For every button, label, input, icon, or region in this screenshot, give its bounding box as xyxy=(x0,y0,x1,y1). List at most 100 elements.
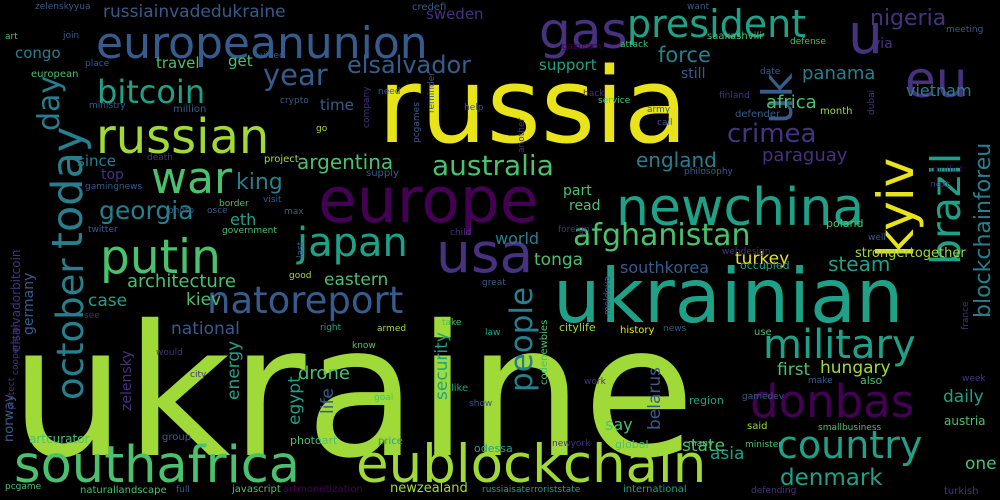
word-attack: attack xyxy=(620,40,649,50)
word-usa: usa xyxy=(436,221,533,285)
word-force: force xyxy=(658,43,711,67)
word-great: great xyxy=(482,278,506,288)
word-one: one xyxy=(965,454,997,474)
word-france: france xyxy=(961,301,971,330)
word-citylife: citylife xyxy=(559,321,596,334)
word-king: king xyxy=(236,170,283,195)
word-european: european xyxy=(31,69,78,80)
word-year: year xyxy=(263,58,328,92)
word-travel: travel xyxy=(156,54,200,72)
word-dubai: dubai xyxy=(867,90,877,115)
word-defending: defending xyxy=(751,486,796,496)
word-austria: austria xyxy=(944,414,986,428)
word-another: another xyxy=(517,118,527,153)
word-army: army xyxy=(647,105,671,115)
word-case: case xyxy=(88,291,127,311)
word-know: know xyxy=(352,341,376,351)
word-australia: australia xyxy=(432,149,554,182)
word-border: border xyxy=(219,199,249,209)
word-newzealand: newzealand xyxy=(390,481,468,496)
word-brazil: brazil xyxy=(922,153,970,265)
word-crypto: crypto xyxy=(280,96,309,106)
word-still: still xyxy=(681,66,705,82)
word-southkorea: southkorea xyxy=(620,258,709,277)
word-meeting: meeting xyxy=(946,25,983,35)
word-protect: protect xyxy=(7,377,17,410)
word-zelenskyyua: zelenskyyua xyxy=(35,2,90,12)
word-top: top xyxy=(101,167,124,183)
word-cooperation: cooperation xyxy=(11,321,21,375)
word-defense: defense xyxy=(790,37,826,47)
word-law: law xyxy=(485,328,500,338)
word-germany: germany xyxy=(21,273,37,335)
word-world: world xyxy=(495,229,539,248)
word-tonga: tonga xyxy=(534,250,583,270)
word-read: read xyxy=(569,198,601,214)
word-pcgames: pcgames xyxy=(412,102,422,143)
word-steam: steam xyxy=(828,252,890,276)
word-nigeria: nigeria xyxy=(870,6,946,31)
word-ukrainian: ukrainian xyxy=(553,252,903,340)
word-via: via xyxy=(872,36,893,52)
word-newchina: newchina xyxy=(616,178,864,238)
word-artcurator: artcurator xyxy=(29,432,90,446)
word-state: state xyxy=(682,436,725,456)
word-reminder: reminder xyxy=(427,72,437,113)
word-october: october xyxy=(49,258,92,400)
word-service: service xyxy=(598,96,631,106)
word-international: international xyxy=(623,484,687,495)
word-blockchainforeu: blockchainforeu xyxy=(971,143,996,318)
word-government: government xyxy=(222,226,277,236)
word-project: project xyxy=(264,154,299,165)
word-japan: japan xyxy=(296,220,408,266)
word-video: video xyxy=(260,51,285,61)
word-armed: armed xyxy=(377,324,406,334)
word-gazprom: gazprom xyxy=(562,42,601,52)
word-right: right xyxy=(320,323,342,333)
word-newyork: newyork xyxy=(552,439,591,449)
word-global: global xyxy=(615,438,649,451)
word-get: get xyxy=(228,52,253,70)
word-europeanunion: europeanunion xyxy=(96,18,428,69)
word-see: see xyxy=(84,311,100,321)
word-history: history xyxy=(620,325,654,336)
word-denmark: denmark xyxy=(780,465,883,491)
word-take: take xyxy=(442,318,462,328)
word-million: million xyxy=(173,104,206,115)
word-turkish: turkish xyxy=(944,486,979,497)
word-crimea: crimea xyxy=(727,119,816,149)
word-naturallandscape: naturallandscape xyxy=(80,485,167,496)
word-date: date xyxy=(760,67,781,77)
word-credefi: credefi xyxy=(412,2,446,13)
word-norway: norway xyxy=(2,394,17,442)
word-visit: visit xyxy=(263,195,282,205)
word-first: first xyxy=(777,360,811,380)
word-full: full xyxy=(176,485,190,495)
word-argentina: argentina xyxy=(297,150,393,174)
word-since: since xyxy=(77,152,116,170)
word-president: president xyxy=(627,2,806,46)
word-architecture: architecture xyxy=(127,271,236,292)
word-conflict: conflict xyxy=(930,165,963,175)
word-work: work xyxy=(584,377,607,387)
word-join: join xyxy=(62,31,79,41)
word-odessa: odessa xyxy=(474,442,513,455)
word-defender: defender xyxy=(735,109,781,120)
word-need: need xyxy=(378,87,401,97)
word-week: week xyxy=(962,374,986,384)
word-child: child xyxy=(450,228,471,238)
word-finland: finland xyxy=(719,91,750,101)
word-show: show xyxy=(469,399,492,409)
word-group: group xyxy=(162,432,191,443)
word-make: make xyxy=(808,376,833,386)
word-today: today xyxy=(43,127,93,249)
word-elsalvadorbitcoin: elsalvadorbitcoin xyxy=(9,249,23,352)
word-elsalvador: elsalvador xyxy=(347,51,471,79)
word-georgia: georgia xyxy=(99,196,194,225)
word-paraguay: paraguay xyxy=(762,145,848,166)
word-ministry: ministry xyxy=(89,101,126,111)
word-hungary: hungary xyxy=(820,358,891,378)
word-said: said xyxy=(747,421,767,432)
